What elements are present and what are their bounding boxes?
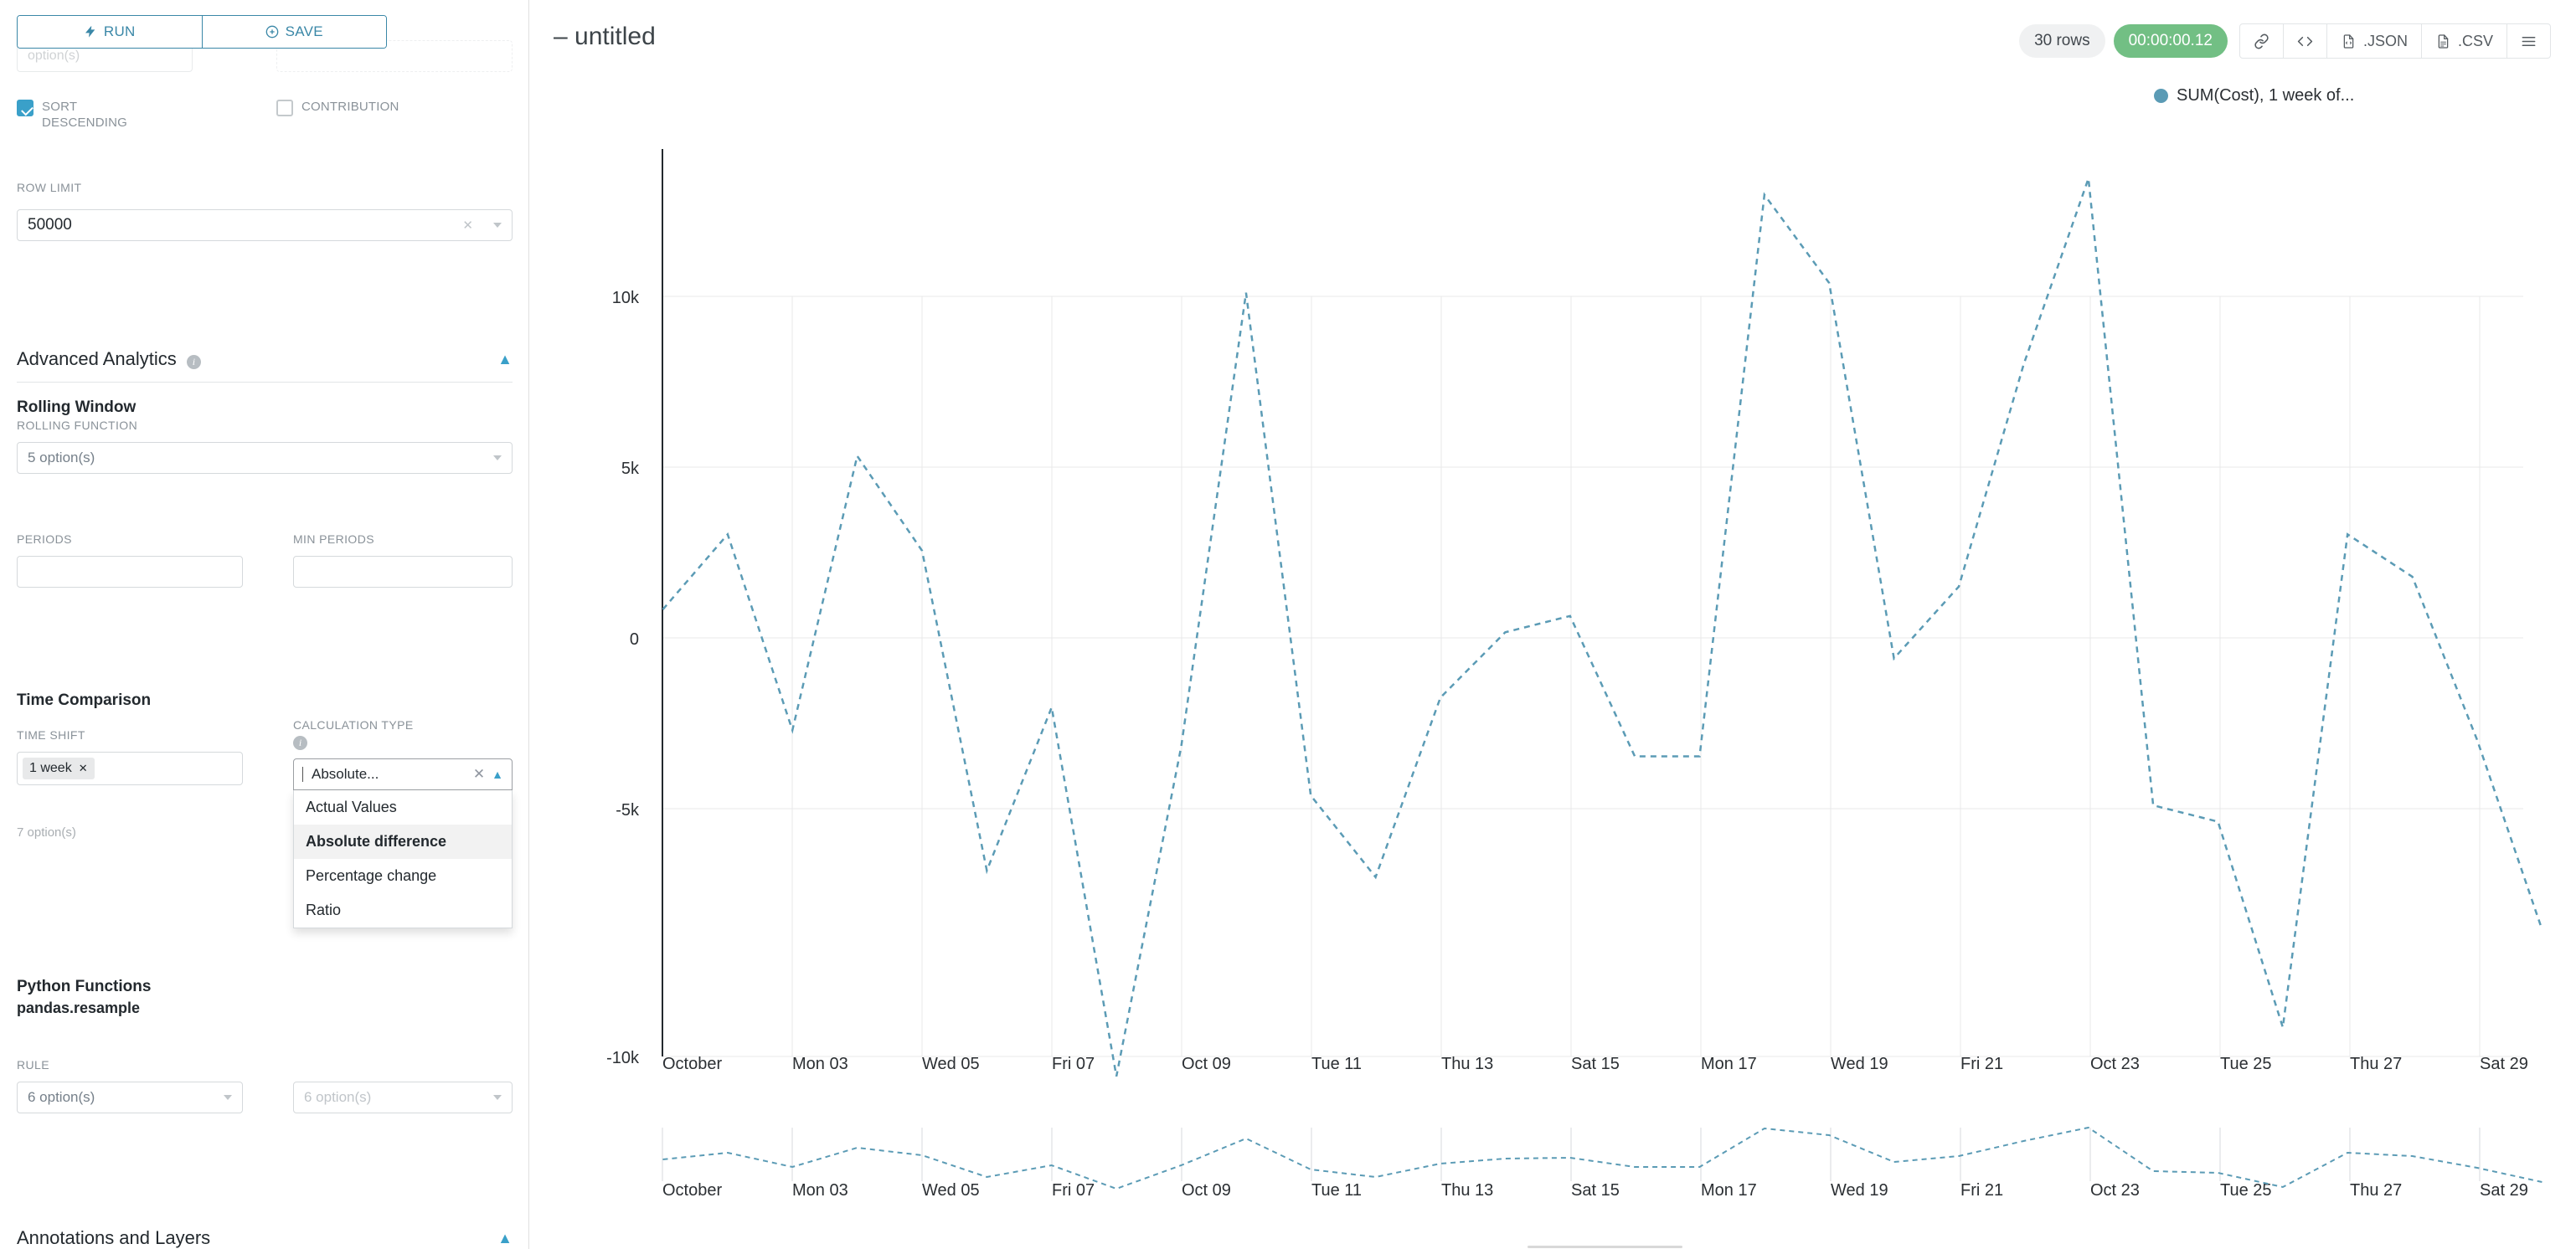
svg-text:Sat 29: Sat 29 — [2480, 1181, 2528, 1200]
svg-text:Tue 25: Tue 25 — [2220, 1181, 2272, 1200]
svg-text:Thu 27: Thu 27 — [2350, 1055, 2402, 1073]
svg-text:Fri 07: Fri 07 — [1052, 1181, 1095, 1200]
svg-text:-5k: -5k — [616, 801, 640, 820]
svg-text:Wed 05: Wed 05 — [922, 1055, 980, 1073]
svg-text:Mon 03: Mon 03 — [792, 1055, 848, 1073]
svg-text:Sat 29: Sat 29 — [2480, 1055, 2528, 1073]
svg-text:Thu 27: Thu 27 — [2350, 1181, 2402, 1200]
svg-text:Wed 19: Wed 19 — [1831, 1181, 1888, 1200]
svg-text:Wed 05: Wed 05 — [922, 1181, 980, 1200]
svg-text:0: 0 — [630, 630, 639, 649]
svg-text:Thu 13: Thu 13 — [1441, 1055, 1493, 1073]
svg-text:October: October — [662, 1181, 722, 1200]
svg-text:10k: 10k — [612, 289, 640, 307]
svg-text:Mon 03: Mon 03 — [792, 1181, 848, 1200]
svg-text:Mon 17: Mon 17 — [1701, 1181, 1757, 1200]
svg-text:Oct 09: Oct 09 — [1182, 1055, 1231, 1073]
svg-text:-10k: -10k — [606, 1049, 640, 1067]
svg-text:Tue 11: Tue 11 — [1311, 1055, 1362, 1073]
svg-text:Oct 23: Oct 23 — [2090, 1181, 2140, 1200]
svg-text:Tue 25: Tue 25 — [2220, 1055, 2272, 1073]
svg-text:Fri 21: Fri 21 — [1960, 1055, 2003, 1073]
svg-text:5k: 5k — [621, 460, 640, 478]
svg-text:Sat 15: Sat 15 — [1571, 1181, 1620, 1200]
svg-text:Oct 09: Oct 09 — [1182, 1181, 1231, 1200]
svg-text:Wed 19: Wed 19 — [1831, 1055, 1888, 1073]
svg-text:Mon 17: Mon 17 — [1701, 1055, 1757, 1073]
svg-text:Sat 15: Sat 15 — [1571, 1055, 1620, 1073]
svg-text:Thu 13: Thu 13 — [1441, 1181, 1493, 1200]
svg-text:Fri 07: Fri 07 — [1052, 1055, 1095, 1073]
svg-text:October: October — [662, 1055, 722, 1073]
svg-text:Fri 21: Fri 21 — [1960, 1181, 2003, 1200]
svg-text:Oct 23: Oct 23 — [2090, 1055, 2140, 1073]
svg-text:Tue 11: Tue 11 — [1311, 1181, 1362, 1200]
